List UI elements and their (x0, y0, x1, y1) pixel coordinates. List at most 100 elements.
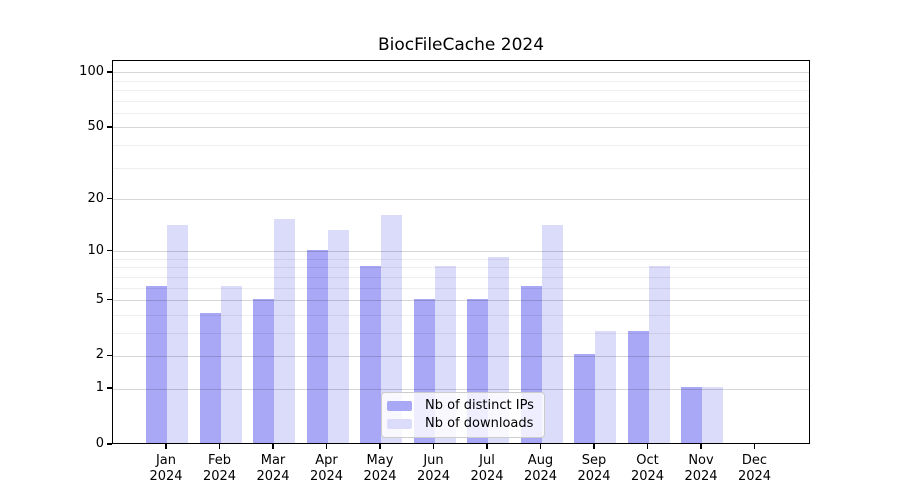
legend-label-downloads: Nb of downloads (425, 416, 534, 431)
x-tick-jan (165, 444, 167, 449)
bar-downloads-jan (167, 224, 188, 443)
gridline-minor-4 (113, 314, 809, 316)
gridline-minor-40 (113, 145, 809, 147)
gridline-major-1 (113, 388, 809, 390)
gridline-minor-9 (113, 258, 809, 260)
x-tick-label-oct: Oct 2024 (616, 453, 680, 485)
bar-distinct-ips-may (360, 265, 381, 443)
x-tick-may (379, 444, 381, 449)
gridline-minor-60 (113, 113, 809, 115)
y-tick-50 (107, 126, 112, 128)
x-tick-aug (539, 444, 542, 449)
x-tick-apr (325, 444, 328, 449)
x-tick-label-apr: Apr 2024 (295, 453, 359, 485)
x-tick-label-dec: Dec 2024 (723, 453, 787, 485)
y-tick-2 (107, 354, 112, 357)
bar-distinct-ips-feb (199, 313, 221, 443)
x-tick-oct (646, 444, 649, 449)
y-tick-20 (107, 197, 112, 200)
x-tick-month: Jul (479, 453, 495, 468)
x-tick-month: Sep (581, 453, 607, 468)
gridline-major-20 (113, 199, 809, 200)
gridline-minor-90 (113, 80, 809, 82)
legend-swatch-downloads (387, 419, 412, 429)
gridline-minor-30 (113, 167, 809, 169)
x-tick-year: 2024 (630, 469, 665, 484)
x-tick-jun (432, 444, 435, 449)
y-tick-1 (107, 387, 112, 389)
bar-downloads-nov (702, 387, 723, 443)
x-tick-label-feb: Feb 2024 (188, 453, 252, 485)
x-tick-month: Oct (636, 453, 659, 468)
x-tick-label-may: May 2024 (348, 453, 412, 485)
legend-row-distinct-ips: Nb of distinct IPs (387, 398, 536, 414)
x-tick-month: Jun (423, 453, 444, 468)
x-tick-month: Mar (260, 453, 286, 468)
x-tick-label-jan: Jan 2024 (134, 453, 198, 485)
bar-downloads-apr (327, 230, 349, 443)
x-tick-year: 2024 (684, 469, 718, 484)
legend-swatch-distinct-ips (387, 401, 412, 411)
x-tick-year: 2024 (523, 469, 558, 484)
gridline-minor-70 (113, 100, 809, 102)
x-tick-year: 2024 (309, 469, 344, 484)
x-tick-month: Jan (155, 453, 177, 468)
x-tick-month: May (366, 453, 394, 468)
x-tick-year: 2024 (737, 469, 772, 484)
bar-distinct-ips-apr (306, 249, 328, 443)
legend-row-downloads: Nb of downloads (387, 416, 536, 432)
x-tick-year: 2024 (202, 469, 237, 484)
x-tick-nov (700, 444, 702, 449)
bar-distinct-ips-jan (146, 286, 167, 443)
chart-title: BiocFileCache 2024 (377, 35, 545, 55)
bar-downloads-feb (220, 286, 242, 443)
y-tick-label-5: 5 (95, 291, 104, 307)
x-tick-year: 2024 (256, 469, 290, 484)
y-tick-100 (107, 71, 112, 73)
x-tick-year: 2024 (363, 469, 397, 484)
x-tick-label-jun: Jun 2024 (402, 453, 466, 485)
gridline-major-10 (113, 251, 809, 253)
bar-distinct-ips-sep (574, 354, 595, 443)
gridline-major-5 (113, 300, 809, 302)
bar-downloads-mar (274, 219, 295, 443)
x-tick-month: Feb (207, 453, 232, 468)
bar-downloads-oct (648, 265, 670, 443)
legend-label-distinct-ips: Nb of distinct IPs (425, 398, 534, 413)
bar-distinct-ips-nov (681, 387, 702, 443)
x-tick-month: Dec (741, 453, 768, 468)
x-tick-sep (593, 444, 595, 449)
y-tick-0 (107, 443, 112, 445)
legend: Nb of distinct IPs Nb of downloads (381, 392, 545, 438)
x-tick-label-nov: Nov 2024 (669, 453, 733, 485)
y-tick-label-2: 2 (95, 347, 104, 363)
gridline-minor-80 (113, 90, 809, 92)
x-tick-year: 2024 (577, 469, 611, 484)
y-tick-label-0: 0 (95, 436, 104, 451)
gridline-minor-6 (113, 287, 809, 289)
bar-distinct-ips-oct (627, 331, 649, 443)
x-tick-month: Aug (527, 453, 554, 468)
x-tick-year: 2024 (416, 469, 451, 484)
y-tick-label-100: 100 (79, 63, 104, 79)
x-tick-label-mar: Mar 2024 (241, 453, 305, 485)
y-tick-label-10: 10 (87, 242, 104, 258)
gridline-minor-8 (113, 267, 809, 269)
gridline-major-100 (113, 72, 809, 74)
x-tick-year: 2024 (470, 469, 504, 484)
x-tick-label-aug: Aug 2024 (509, 453, 573, 485)
gridline-major-2 (113, 355, 809, 357)
bar-downloads-aug (541, 224, 563, 443)
x-tick-label-sep: Sep 2024 (562, 453, 626, 485)
bar-distinct-ips-mar (253, 298, 274, 443)
plot-area (112, 60, 810, 444)
x-tick-label-jul: Jul 2024 (455, 453, 519, 485)
y-tick-label-1: 1 (95, 380, 104, 396)
x-tick-mar (272, 444, 274, 449)
x-tick-feb (218, 444, 221, 449)
gridline-minor-3 (113, 332, 809, 334)
bar-downloads-may (381, 214, 402, 443)
y-tick-10 (107, 249, 112, 252)
x-tick-month: Apr (315, 453, 338, 468)
